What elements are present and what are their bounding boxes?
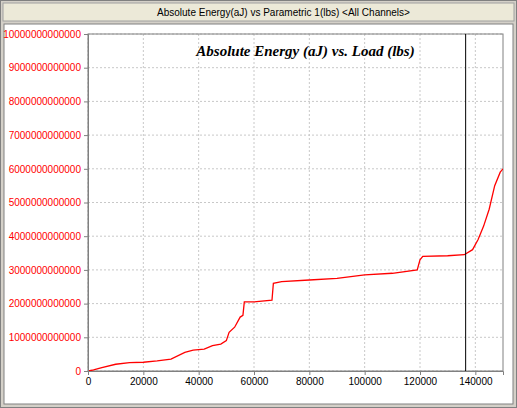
y-tick: 10000000000000: [3, 29, 88, 40]
grid-line: [88, 337, 503, 338]
x-tick: 20000: [130, 371, 158, 387]
x-tick-label: 100000: [348, 376, 382, 387]
x-tick-label: 60000: [241, 376, 269, 387]
x-tick-mark: [420, 371, 421, 375]
x-tick-mark: [254, 371, 255, 375]
grid-line: [88, 135, 503, 136]
grid-line: [309, 34, 310, 371]
x-tick-label: 140000: [459, 376, 493, 387]
chart-title: Absolute Energy (aJ) vs. Load (lbs): [195, 43, 414, 60]
y-tick-mark: [84, 304, 88, 305]
grid-line: [475, 34, 476, 371]
x-axis-line: [89, 372, 504, 376]
y-tick-mark: [84, 68, 88, 69]
cursor-line: [465, 34, 466, 371]
x-tick: 60000: [241, 371, 269, 387]
grid-line: [88, 67, 503, 68]
plot-area: [88, 34, 503, 371]
y-tick: 3000000000000: [9, 265, 88, 276]
x-tick-mark: [88, 371, 89, 375]
x-tick-label: 80000: [296, 376, 324, 387]
grid-line: [88, 303, 503, 304]
y-tick-label: 5000000000000: [9, 197, 82, 208]
y-tick: 9000000000000: [9, 62, 88, 73]
y-tick-mark: [84, 371, 88, 372]
y-tick-mark: [84, 270, 88, 271]
y-axis-line: [84, 35, 89, 372]
y-tick: 6000000000000: [9, 164, 88, 175]
panel: [4, 24, 513, 404]
y-tick: 7000000000000: [9, 130, 88, 141]
x-tick: 80000: [296, 371, 324, 387]
x-tick: 120000: [404, 371, 438, 387]
y-tick-label: 0: [75, 366, 81, 377]
window-frame: [1, 1, 517, 408]
grid-line: [198, 34, 199, 371]
grid-line: [88, 269, 503, 270]
y-tick-label: 1000000000000: [9, 332, 82, 343]
y-tick-label: 9000000000000: [9, 62, 82, 73]
y-tick-label: 10000000000000: [3, 29, 81, 40]
window-title: Absolute Energy(aJ) vs Parametric 1(lbs)…: [157, 7, 410, 18]
x-tick-mark: [143, 371, 144, 375]
y-tick-mark: [84, 101, 88, 102]
y-tick: 4000000000000: [9, 231, 88, 242]
x-tick-label: 0: [86, 376, 92, 387]
x-tick: 140000: [459, 371, 493, 387]
grid-line: [88, 202, 503, 203]
y-tick-label: 7000000000000: [9, 130, 82, 141]
x-tick-label: 120000: [404, 376, 438, 387]
grid-line: [88, 168, 503, 169]
y-tick-label: 2000000000000: [9, 298, 82, 309]
grid-line: [88, 236, 503, 237]
x-tick-label: 20000: [130, 376, 158, 387]
y-tick-mark: [84, 337, 88, 338]
y-tick-mark: [84, 203, 88, 204]
grid-line: [88, 101, 503, 102]
y-tick-mark: [84, 135, 88, 136]
grid-line: [420, 34, 421, 371]
x-axis: 0 20000 40000 60000 80000 100000 120000 140000: [86, 371, 504, 387]
y-tick-label: 4000000000000: [9, 231, 82, 242]
header-bar: [3, 3, 514, 21]
x-tick-mark: [365, 371, 366, 375]
grid-line: [364, 34, 365, 371]
x-tick: 40000: [185, 371, 213, 387]
x-tick-mark: [309, 371, 310, 375]
plot-frame: [88, 34, 503, 371]
y-tick-label: 8000000000000: [9, 96, 82, 107]
grid-line: [143, 34, 144, 371]
y-axis: 0 1000000000000 2000000000000 3000000000000…: [3, 29, 88, 377]
y-tick: 8000000000000: [9, 96, 88, 107]
y-tick-label: 3000000000000: [9, 265, 82, 276]
y-tick-mark: [84, 34, 88, 35]
grid-line: [254, 34, 255, 371]
y-tick: 0: [75, 366, 88, 377]
y-tick-mark: [84, 169, 88, 170]
y-tick: 1000000000000: [9, 332, 88, 343]
chart: Absolute Energy(aJ) vs Parametric 1(lbs)…: [0, 0, 517, 408]
y-tick-label: 6000000000000: [9, 164, 82, 175]
y-tick-mark: [84, 236, 88, 237]
x-tick-label: 40000: [185, 376, 213, 387]
grid: [88, 34, 503, 371]
x-tick: 0: [86, 371, 92, 387]
x-tick: 100000: [348, 371, 382, 387]
energy-line: [88, 169, 503, 371]
x-tick-mark: [199, 371, 200, 375]
x-tick-mark: [475, 371, 476, 375]
y-tick: 2000000000000: [9, 298, 88, 309]
y-tick: 5000000000000: [9, 197, 88, 208]
